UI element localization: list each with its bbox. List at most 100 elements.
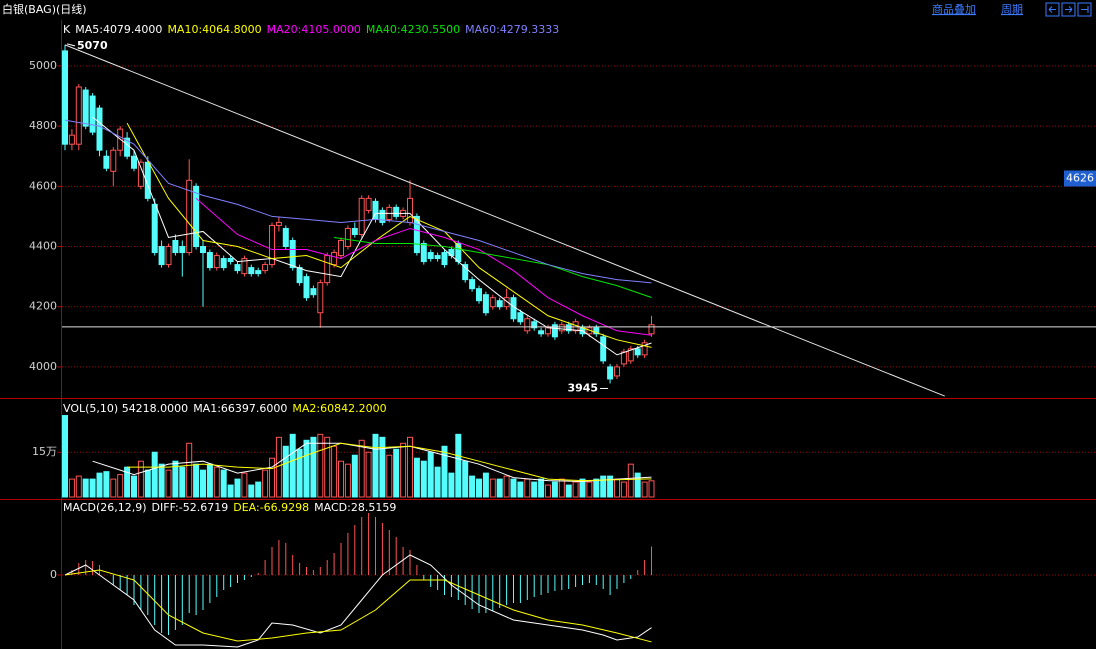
volume-bar (131, 475, 137, 498)
volume-bar (227, 484, 234, 498)
candle-body (379, 209, 386, 223)
candle-body (303, 276, 310, 299)
candle-body (620, 351, 627, 365)
period-button[interactable]: 周期 (1001, 3, 1023, 16)
volume-bar (469, 475, 476, 498)
candle-body (75, 86, 82, 145)
volume-bar (103, 471, 110, 498)
volume-bar (206, 463, 213, 498)
candle-body (296, 267, 303, 284)
volume-bar (262, 469, 269, 498)
volume-bar (96, 472, 103, 498)
volume-bar (600, 475, 607, 498)
indicator-line (92, 116, 652, 356)
panel-label: VOL(5,10) 54218.0000 (63, 402, 188, 415)
price-tag-box (1064, 170, 1096, 187)
volume-bar (255, 481, 262, 498)
candle-body (476, 288, 482, 302)
candle-body (220, 258, 227, 269)
toolbar-title: 白银(BAG)(日线) (2, 2, 87, 16)
toolbar: 白银(BAG)(日线) 商品叠加 周期 (2, 2, 1092, 17)
candle-body (344, 227, 351, 248)
volume-bar (165, 469, 172, 498)
volume-bar (551, 481, 558, 498)
legend-entry: MA40:4230.5500 (366, 23, 460, 36)
volume-bar (420, 460, 427, 498)
indicator-line (195, 197, 652, 336)
nav-end[interactable] (1077, 2, 1092, 17)
volume-bar (531, 481, 538, 498)
candle-body (331, 252, 338, 266)
volume-bar (234, 478, 241, 498)
candle-body (137, 161, 144, 187)
candle-body (393, 206, 400, 217)
candle-body (172, 239, 179, 254)
indicator-line (126, 122, 652, 348)
candle-body (234, 264, 241, 272)
candle-body (317, 282, 324, 314)
candle-body (269, 224, 275, 266)
volume-bar (496, 478, 503, 498)
volume-bar (144, 469, 151, 498)
candle-body (434, 255, 441, 260)
nav-icon (1065, 6, 1073, 13)
volume-bar (62, 415, 68, 498)
indicator-line (127, 442, 652, 482)
trend-line (64, 44, 945, 397)
candle-body (538, 330, 545, 335)
volume-bar (358, 439, 365, 498)
candle-body (427, 252, 434, 260)
volume-bar (172, 460, 179, 498)
y-tick-label: 15万 (32, 445, 57, 458)
volume-bar (579, 478, 586, 498)
legend-entry: MA20:4105.0000 (267, 23, 361, 36)
overlay-button[interactable]: 商品叠加 (932, 2, 976, 16)
candle-body (614, 366, 620, 377)
volume-bar (393, 448, 400, 498)
volume-bar (572, 481, 579, 498)
candle-body (213, 255, 220, 269)
volume-bar (338, 460, 344, 498)
volume-bar (117, 474, 124, 498)
candle-body (255, 270, 262, 275)
candle-body (565, 324, 572, 332)
candle-body (282, 227, 289, 248)
candle-body (89, 95, 96, 133)
candle-body (648, 324, 655, 335)
y-tick-label: 0 (50, 568, 57, 581)
volume-bar (324, 436, 331, 498)
candle-body (413, 215, 420, 254)
volume-bar (607, 475, 614, 498)
volume-bar (407, 436, 413, 498)
panel-label: K (63, 23, 71, 36)
candle-body (103, 155, 110, 169)
volume-bar (503, 475, 510, 498)
candle-body (551, 324, 558, 338)
volume-bar (641, 481, 648, 498)
volume-bar (476, 478, 482, 498)
price-tag: 4626 (1066, 172, 1094, 185)
candle-body (144, 161, 151, 199)
nav-left[interactable] (1045, 2, 1060, 17)
candle-body (482, 294, 489, 314)
candle-body (407, 197, 413, 223)
volume-bar (634, 472, 641, 498)
legend-entry: MA10:4064.8000 (167, 23, 261, 36)
volume-bar (510, 478, 517, 498)
candle-body (96, 107, 103, 151)
volume-bar (448, 472, 455, 498)
volume-bar (372, 433, 379, 498)
volume-bar (593, 478, 600, 498)
volume-bar (489, 478, 496, 498)
volume-bar (462, 460, 469, 498)
candle-body (227, 258, 234, 263)
nav-buttons[interactable] (1045, 2, 1092, 17)
legend-entry: MA1:66397.6000 (193, 402, 287, 415)
candle-body (489, 297, 496, 308)
candle-body (110, 149, 117, 172)
nav-right[interactable] (1061, 2, 1076, 17)
y-tick-label: 4800 (29, 119, 57, 132)
candle-body (593, 327, 600, 335)
